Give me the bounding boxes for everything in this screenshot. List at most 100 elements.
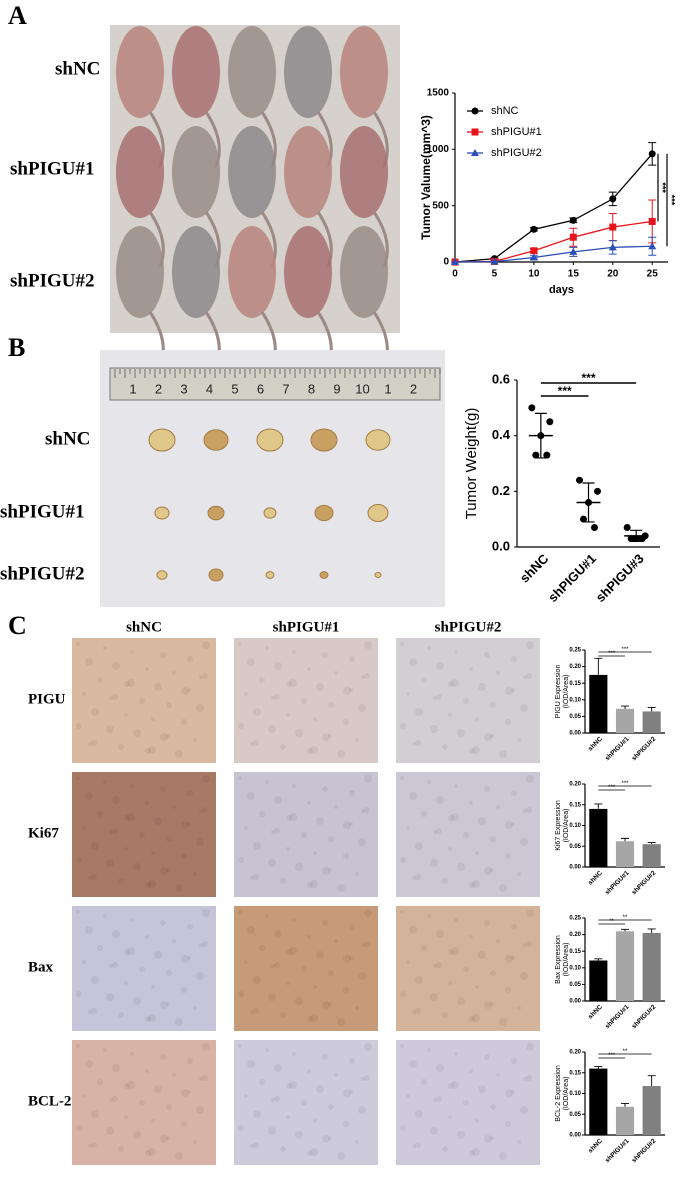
ihc-texture	[295, 863, 303, 871]
ihc-texture	[322, 920, 328, 926]
y-tick-label: 0.0	[492, 538, 510, 553]
ihc-texture	[349, 1058, 355, 1064]
ihc-texture	[196, 704, 204, 712]
ihc-texture	[442, 1012, 448, 1018]
marker	[608, 243, 617, 251]
ihc-texture	[133, 1131, 141, 1139]
ihc-texture	[160, 652, 166, 658]
ihc-texture	[511, 656, 517, 662]
ihc-texture	[172, 671, 176, 675]
ihc-texture	[85, 1060, 93, 1068]
ihc-texture	[505, 853, 511, 859]
ihc-texture	[415, 1110, 423, 1118]
data-point	[580, 515, 587, 523]
sd-bar	[582, 482, 595, 523]
ihc-texture	[415, 740, 421, 746]
ihc-texture	[364, 641, 372, 649]
ihc-texture	[436, 930, 444, 938]
ihc-image	[72, 638, 216, 763]
marker	[609, 223, 617, 231]
ihc-texture	[472, 1148, 480, 1156]
ihc-texture	[463, 966, 469, 972]
ihc-texture	[457, 997, 465, 1005]
error-bar	[621, 837, 629, 842]
ihc-texture	[484, 920, 490, 926]
ihc-texture	[310, 746, 318, 754]
ihc-texture	[343, 1121, 349, 1127]
y-tick-label: 0.10	[569, 697, 581, 703]
ihc-texture	[472, 1014, 480, 1022]
ihc-texture	[343, 853, 349, 859]
ihc-texture	[289, 813, 297, 821]
ihc-texture	[436, 1096, 442, 1102]
ihc-texture	[271, 830, 275, 834]
ruler-number: 4	[206, 381, 213, 396]
ihc-texture	[145, 1150, 151, 1156]
ihc-texture	[469, 935, 473, 939]
y-tick-label: 0.10	[569, 965, 581, 971]
ihc-texture	[490, 868, 494, 872]
mouse	[228, 226, 276, 318]
ihc-texture	[247, 658, 255, 666]
ihc-texture	[475, 985, 479, 989]
ihc-texture	[199, 1077, 203, 1081]
mouse	[172, 226, 220, 318]
ihc-texture	[166, 868, 170, 872]
ihc-texture	[148, 746, 156, 754]
y-axis-label: Tumor Weight(g)	[463, 408, 480, 520]
ihc-texture	[448, 1115, 452, 1119]
ihc-texture	[343, 987, 349, 993]
x-tick-label: shNC	[517, 551, 552, 586]
marker	[569, 233, 577, 241]
ihc-texture	[415, 1008, 421, 1014]
ihc-texture	[499, 884, 507, 892]
ihc-texture	[484, 1001, 492, 1009]
ihc-texture	[484, 867, 492, 875]
significance-label: ***	[558, 384, 572, 398]
bar	[642, 932, 661, 1001]
ihc-texture	[415, 1142, 421, 1148]
y-axis-label: (IOD/Area)	[563, 675, 570, 709]
ihc-texture	[316, 951, 324, 959]
error-bar	[647, 842, 656, 845]
ihc-texture	[454, 784, 458, 788]
ihc-texture	[193, 872, 197, 876]
ihc-texture	[259, 677, 265, 683]
mouse	[172, 26, 220, 118]
ihc-texture	[490, 1002, 494, 1006]
ihc-texture	[469, 882, 475, 888]
panel-label: A	[8, 1, 27, 30]
ihc-texture	[430, 1127, 438, 1135]
ihc-texture	[151, 1119, 155, 1123]
ihc-texture	[112, 694, 118, 700]
ihc-texture	[82, 826, 86, 830]
ihc-texture	[85, 658, 93, 666]
ihc-texture	[253, 1142, 259, 1148]
y-tick-label: 0.05	[569, 714, 581, 720]
ihc-texture	[130, 784, 134, 788]
ihc-texture	[280, 878, 286, 884]
ihc-texture	[526, 1075, 532, 1081]
ihc-texture	[517, 872, 521, 876]
tumor	[365, 429, 391, 451]
y-tick-label: 0.25	[569, 916, 581, 922]
ihc-texture	[202, 775, 210, 783]
ihc-texture	[400, 857, 406, 863]
data-point	[623, 524, 631, 532]
ihc-texture	[328, 1136, 332, 1140]
tumor	[208, 568, 224, 582]
x-tick-label: shNC	[587, 735, 604, 752]
ruler-number: 6	[257, 381, 264, 396]
ihc-texture	[409, 926, 417, 934]
ihc-texture	[127, 679, 135, 687]
ihc-texture	[97, 945, 103, 951]
ihc-texture	[187, 956, 191, 960]
ihc-texture	[91, 842, 99, 850]
x-tick-label: shPIGU#2	[631, 869, 658, 896]
x-axis-label: days	[549, 284, 574, 296]
ihc-texture	[361, 809, 365, 813]
ihc-texture	[286, 815, 292, 821]
sd-bar	[534, 412, 547, 459]
y-tick-label: 0.00	[569, 865, 581, 871]
ihc-texture	[244, 1094, 248, 1098]
